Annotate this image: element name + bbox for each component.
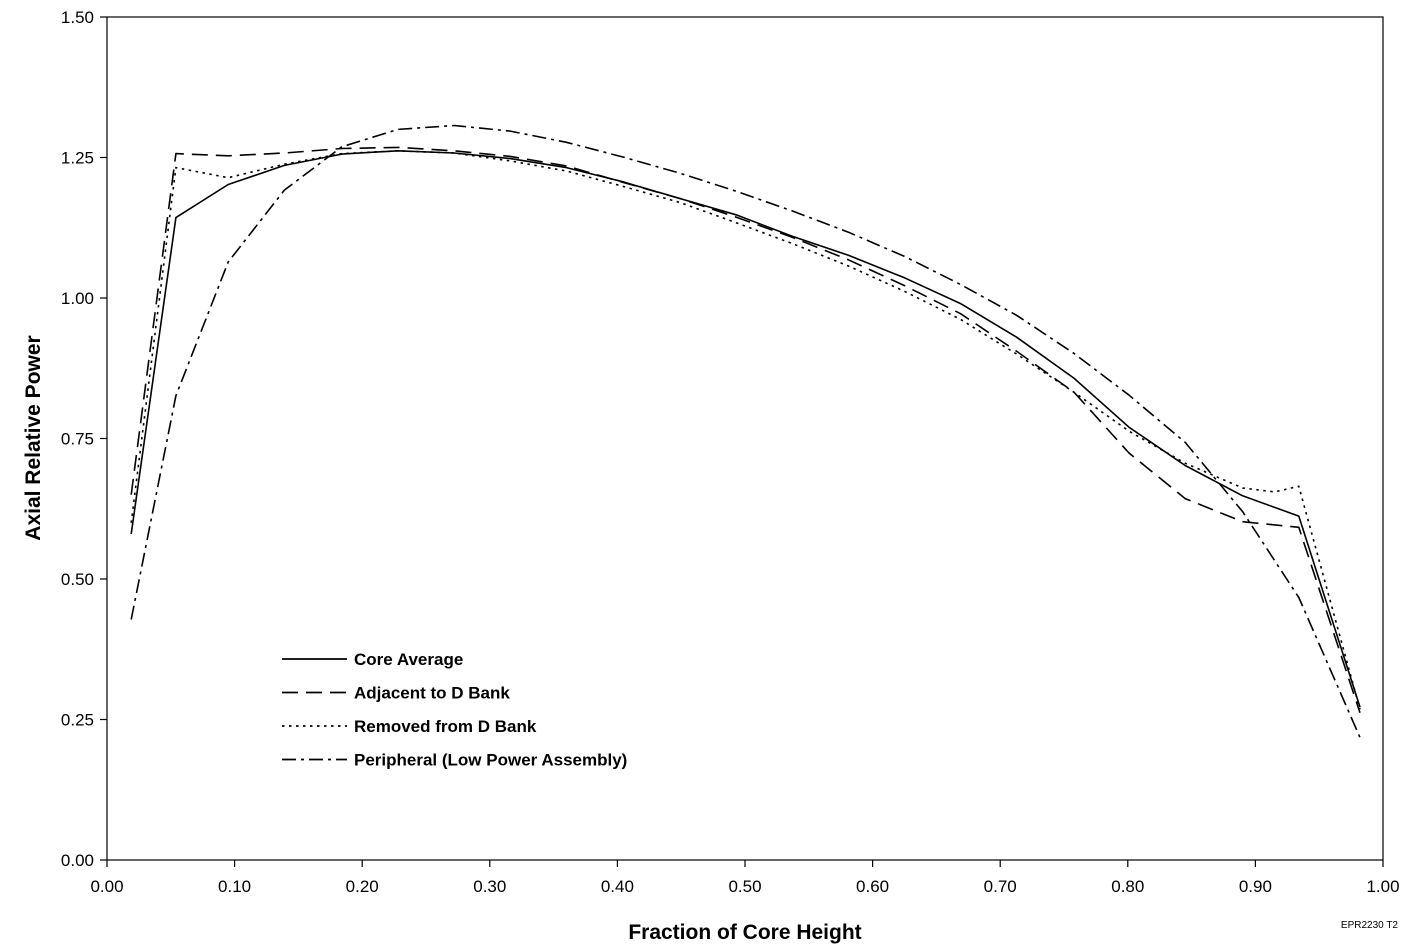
- series-line-3: [130, 150, 1361, 710]
- x-tick-label: 0.90: [1239, 877, 1272, 896]
- x-tick-label: 0.70: [984, 877, 1017, 896]
- x-tick-label: 1.00: [1366, 877, 1399, 896]
- x-tick-label: 0.60: [856, 877, 889, 896]
- y-tick-label: 1.50: [61, 8, 94, 27]
- y-tick-label: 0.75: [61, 430, 94, 449]
- y-tick-label: 1.25: [61, 149, 94, 168]
- series-line-4: [130, 124, 1361, 738]
- legend-label-1: Core Average: [354, 650, 463, 669]
- plot-area: [106, 16, 1384, 861]
- figure-stamp: EPR2230 T2: [1341, 920, 1399, 931]
- series-layer: [130, 124, 1361, 738]
- legend-label-2: Adjacent to D Bank: [354, 684, 510, 703]
- y-tick-label: 0.25: [61, 711, 94, 730]
- x-tick-label: 0.50: [728, 877, 761, 896]
- y-tick-label: 0.00: [61, 851, 94, 870]
- series-line-2: [130, 146, 1361, 714]
- y-axis-title: Axial Relative Power: [22, 335, 45, 540]
- legend: Core Average Adjacent to D Bank Removed fr…: [282, 650, 627, 770]
- x-tick-label: 0.20: [346, 877, 379, 896]
- x-axis: 0.00 0.10 0.20 0.30 0.40 0.50 0.60 0.70 0.80 0.90…: [90, 860, 1400, 896]
- x-tick-label: 0.00: [90, 877, 123, 896]
- y-tick-label: 1.00: [61, 289, 94, 308]
- y-tick-label: 0.50: [61, 570, 94, 589]
- x-tick-label: 0.80: [1111, 877, 1144, 896]
- legend-label-4: Peripheral (Low Power Assembly): [354, 751, 627, 770]
- legend-label-3: Removed from D Bank: [354, 717, 537, 736]
- x-tick-label: 0.10: [218, 877, 251, 896]
- y-axis: 0.00 0.25 0.50 0.75 1.00 1.25 1.50: [61, 8, 107, 870]
- plot-border: [106, 16, 1384, 861]
- x-tick-label: 0.40: [601, 877, 634, 896]
- x-axis-title: Fraction of Core Height: [628, 921, 861, 944]
- series-line-1: [130, 150, 1361, 708]
- x-tick-label: 0.30: [473, 877, 506, 896]
